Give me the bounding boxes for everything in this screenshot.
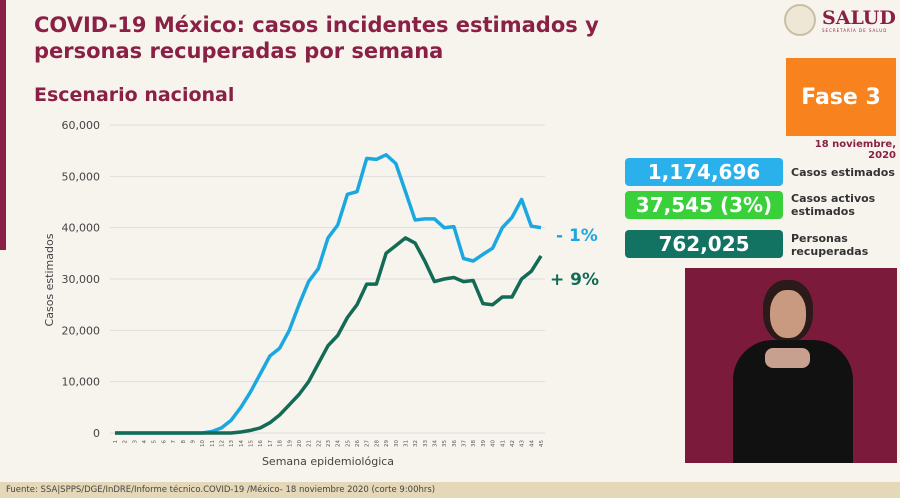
x-tick-label: 17 [268,440,274,447]
interpreter-hands [765,348,810,368]
x-axis-label: Semana epidemiológica [262,455,394,468]
y-axis-label: Casos estimados [43,233,56,326]
x-tick-label: 45 [539,440,545,447]
stat-label-casos-activos: Casos activos estimados [791,192,876,218]
y-tick-label: 30,000 [62,273,101,286]
x-tick-label: 25 [345,440,351,447]
x-tick-label: 43 [520,440,526,447]
x-tick-label: 6 [161,440,167,444]
logo-text: SALUD [822,6,896,29]
green-change-label: + 9% [550,270,600,290]
interpreter-face [770,290,806,338]
stat-label-recuperadas: Personas recuperadas [791,232,869,258]
x-tick-label: 33 [423,440,429,447]
salud-logo: SALUD SECRETARÍA DE SALUD [784,4,896,36]
series-recuperadas-line [115,236,543,435]
x-tick-label: 14 [239,440,245,447]
y-tick-label: 40,000 [62,222,101,235]
x-tick-label: 20 [297,440,303,447]
x-tick-label: 30 [394,440,400,447]
x-tick-label: 37 [462,440,468,447]
x-tick-label: 10 [200,440,206,447]
x-tick-label: 41 [500,440,506,447]
x-tick-label: 27 [365,440,371,447]
x-tick-label: 35 [442,440,448,447]
x-tick-label: 1 [113,440,119,444]
x-tick-label: 9 [190,440,196,444]
x-tick-label: 26 [355,440,361,447]
x-tick-label: 34 [433,440,439,447]
accent-bar [0,0,6,250]
x-tick-label: 15 [249,440,255,447]
page-subtitle: Escenario nacional [34,84,235,106]
logo-subtext: SECRETARÍA DE SALUD [822,27,888,33]
stat-casos-estimados: 1,174,696 [625,158,783,186]
x-tick-label: 7 [171,440,177,444]
blue-change-label: - 1% [556,226,598,246]
x-tick-label: 44 [529,440,535,447]
x-tick-label: 38 [471,440,477,447]
x-tick-label: 8 [181,440,187,444]
x-tick-label: 19 [287,440,293,447]
x-tick-label: 42 [510,440,516,447]
x-tick-label: 12 [220,440,226,447]
y-tick-label: 20,000 [62,324,101,337]
x-tick-label: 4 [142,440,148,444]
x-tick-label: 31 [403,440,409,447]
y-tick-label: 50,000 [62,170,101,183]
x-tick-label: 24 [336,440,342,447]
x-tick-label: 3 [132,440,138,444]
x-tick-label: 5 [152,440,158,444]
sign-language-interpreter-video [685,268,897,463]
seal-icon [784,4,816,36]
x-tick-label: 29 [384,440,390,447]
x-tick-label: 16 [258,440,264,447]
x-tick-label: 40 [491,440,497,447]
report-date: 18 noviembre, 2020 [814,139,896,161]
x-tick-label: 39 [481,440,487,447]
source-footer: Fuente: SSA|SPPS/DGE/InDRE/Informe técni… [0,482,900,498]
x-tick-label: 36 [452,440,458,447]
y-tick-label: 0 [93,427,100,440]
y-tick-label: 60,000 [62,119,101,132]
x-tick-label: 21 [307,440,313,447]
x-tick-label: 13 [229,440,235,447]
stat-recuperadas: 762,025 [625,230,783,258]
x-tick-label: 18 [278,440,284,447]
x-tick-label: 11 [210,440,216,447]
phase-badge: Fase 3 [786,58,896,136]
stat-label-casos-estimados: Casos estimados [791,166,895,179]
x-tick-label: 23 [326,440,332,447]
page-title: COVID-19 México: casos incidentes estima… [34,13,599,63]
stat-casos-activos: 37,545 (3%) [625,191,783,219]
x-tick-label: 28 [374,440,380,447]
x-tick-label: 2 [123,440,129,444]
y-tick-label: 10,000 [62,376,101,389]
x-tick-label: 22 [316,440,322,447]
x-tick-label: 32 [413,440,419,447]
